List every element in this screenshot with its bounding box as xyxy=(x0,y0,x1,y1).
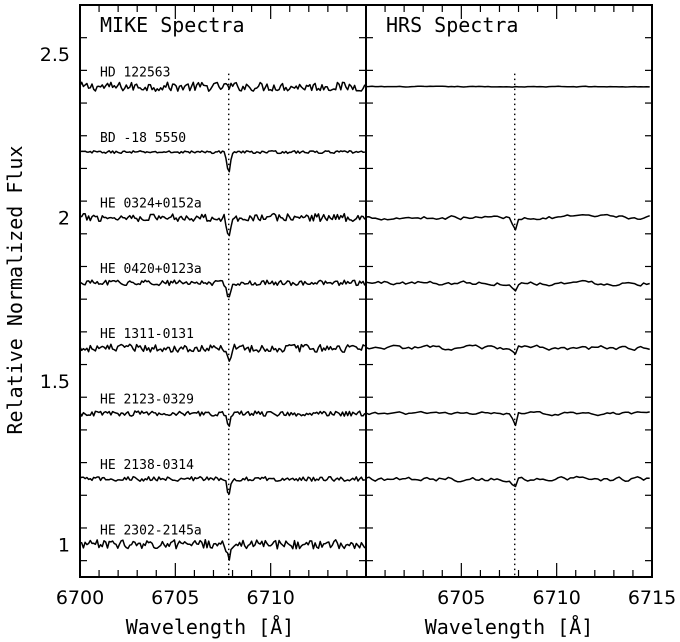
star-label: HE 0324+0152a xyxy=(100,196,202,211)
mike-x-axis-label: Wavelength [Å] xyxy=(126,615,295,639)
mike-spectrum xyxy=(79,279,366,298)
hrs-panel: HRS Spectra Wavelength [Å] 6705 6710 6715 xyxy=(365,4,676,639)
hrs-spectrum xyxy=(365,344,650,355)
y-tick-label: 2.5 xyxy=(40,44,70,66)
hrs-spectrum xyxy=(365,85,650,88)
mike-spectrum xyxy=(79,410,366,427)
mike-spectrum xyxy=(79,475,366,495)
hrs-spectrum xyxy=(365,410,650,427)
mike-spectrum xyxy=(79,81,366,92)
y-axis-label: Relative Normalized Flux xyxy=(3,146,27,435)
hrs-x-tick-label: 6710 xyxy=(532,587,580,609)
hrs-x-axis-label: Wavelength [Å] xyxy=(425,615,594,639)
hrs-panel-title: HRS Spectra xyxy=(386,13,518,37)
hrs-spectrum xyxy=(365,213,650,231)
star-label: HE 1311-0131 xyxy=(100,327,194,342)
star-label: BD -18 5550 xyxy=(100,131,186,146)
mike-spectrum xyxy=(79,538,366,561)
hrs-x-tick-label: 6715 xyxy=(628,587,676,609)
mike-x-tick-label: 6710 xyxy=(246,587,294,609)
mike-panel-title: MIKE Spectra xyxy=(100,13,245,37)
mike-spectrum xyxy=(79,150,365,173)
star-label: HE 2138-0314 xyxy=(100,458,194,473)
star-label: HE 2123-0329 xyxy=(100,393,194,408)
mike-x-tick-label: 6705 xyxy=(151,587,199,609)
hrs-frame xyxy=(365,4,653,578)
star-label: HE 0420+0123a xyxy=(100,262,202,277)
star-label: HE 2302-2145a xyxy=(100,523,202,538)
mike-spectrum xyxy=(79,212,366,237)
mike-spectrum xyxy=(79,343,366,362)
hrs-spectrum xyxy=(365,279,650,292)
y-tick-label: 2 xyxy=(58,207,70,229)
hrs-x-tick-label: 6705 xyxy=(437,587,485,609)
y-tick-label: 1 xyxy=(58,534,70,556)
hrs-spectrum xyxy=(365,475,650,488)
mike-panel: MIKE Spectra Wavelength [Å] 6700 6705 6710… xyxy=(40,4,367,639)
star-label: HD 122563 xyxy=(100,66,170,81)
y-tick-label: 1.5 xyxy=(40,371,70,393)
mike-x-tick-label: 6700 xyxy=(56,587,104,609)
